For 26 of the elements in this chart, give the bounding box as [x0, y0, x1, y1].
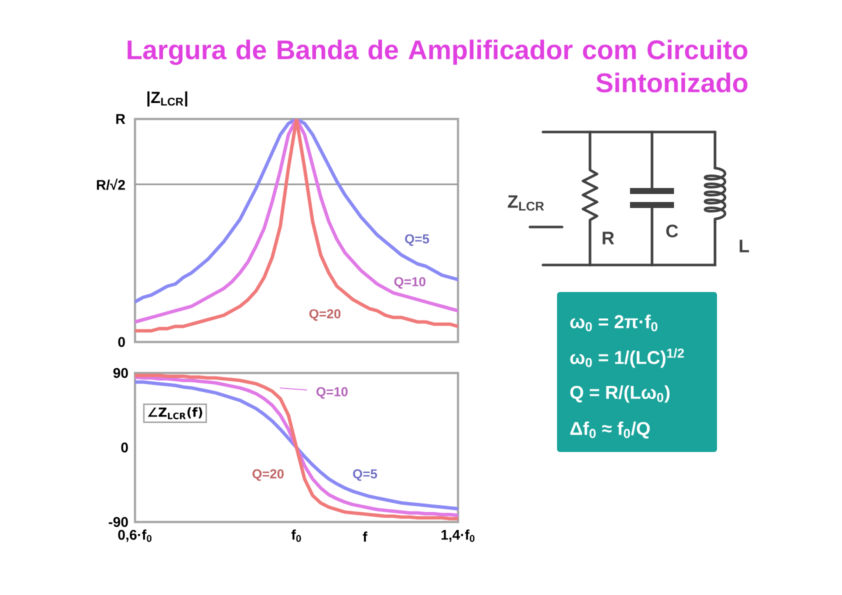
y-tick-label: 90 — [113, 368, 128, 378]
series-label: Q=5 — [353, 469, 378, 481]
text: L — [740, 240, 749, 252]
x-tick-label: 0,6·f$_{0}$ — [118, 530, 152, 542]
legend-label: Q=10 — [316, 387, 348, 399]
text: R — [116, 114, 126, 124]
text: ω$_{0}$ = 2π·f$_{0}$ — [570, 314, 658, 332]
series-label: Q=20 — [309, 309, 340, 321]
ref-line-label: R/√2 — [96, 178, 125, 190]
text: Q = R/(Lω$_{0}$) — [570, 385, 670, 403]
text: C — [666, 224, 678, 238]
series-label: Q=20 — [252, 469, 284, 481]
series-label: Q=10 — [394, 277, 426, 289]
x-axis-title: f — [362, 532, 368, 542]
chart-title: Largura de Banda de Amplificador com Circuito Sintonizado — [128, 40, 748, 92]
y-axis-title: ∠Z$_{LCR}$(f) — [148, 407, 202, 420]
x-tick-label: 1,4·f$_{0}$ — [442, 530, 474, 542]
text: ω$_{0}$ = 1/(LC)$^{1/2}$ — [570, 348, 684, 368]
text: R — [602, 232, 614, 244]
text: Δf$_{0}$ ≈ f$_{0}$/Q — [570, 421, 650, 439]
y-tick-label: 0 — [121, 442, 128, 452]
y-axis-title: |Z$_{LCR}$| — [147, 91, 188, 107]
series-label: Q=5 — [405, 234, 430, 246]
text: Z$_{LCR}$ — [508, 195, 544, 211]
x-tick-label: f$_{0}$ — [291, 530, 301, 542]
y-tick-label: -90 — [108, 517, 128, 527]
